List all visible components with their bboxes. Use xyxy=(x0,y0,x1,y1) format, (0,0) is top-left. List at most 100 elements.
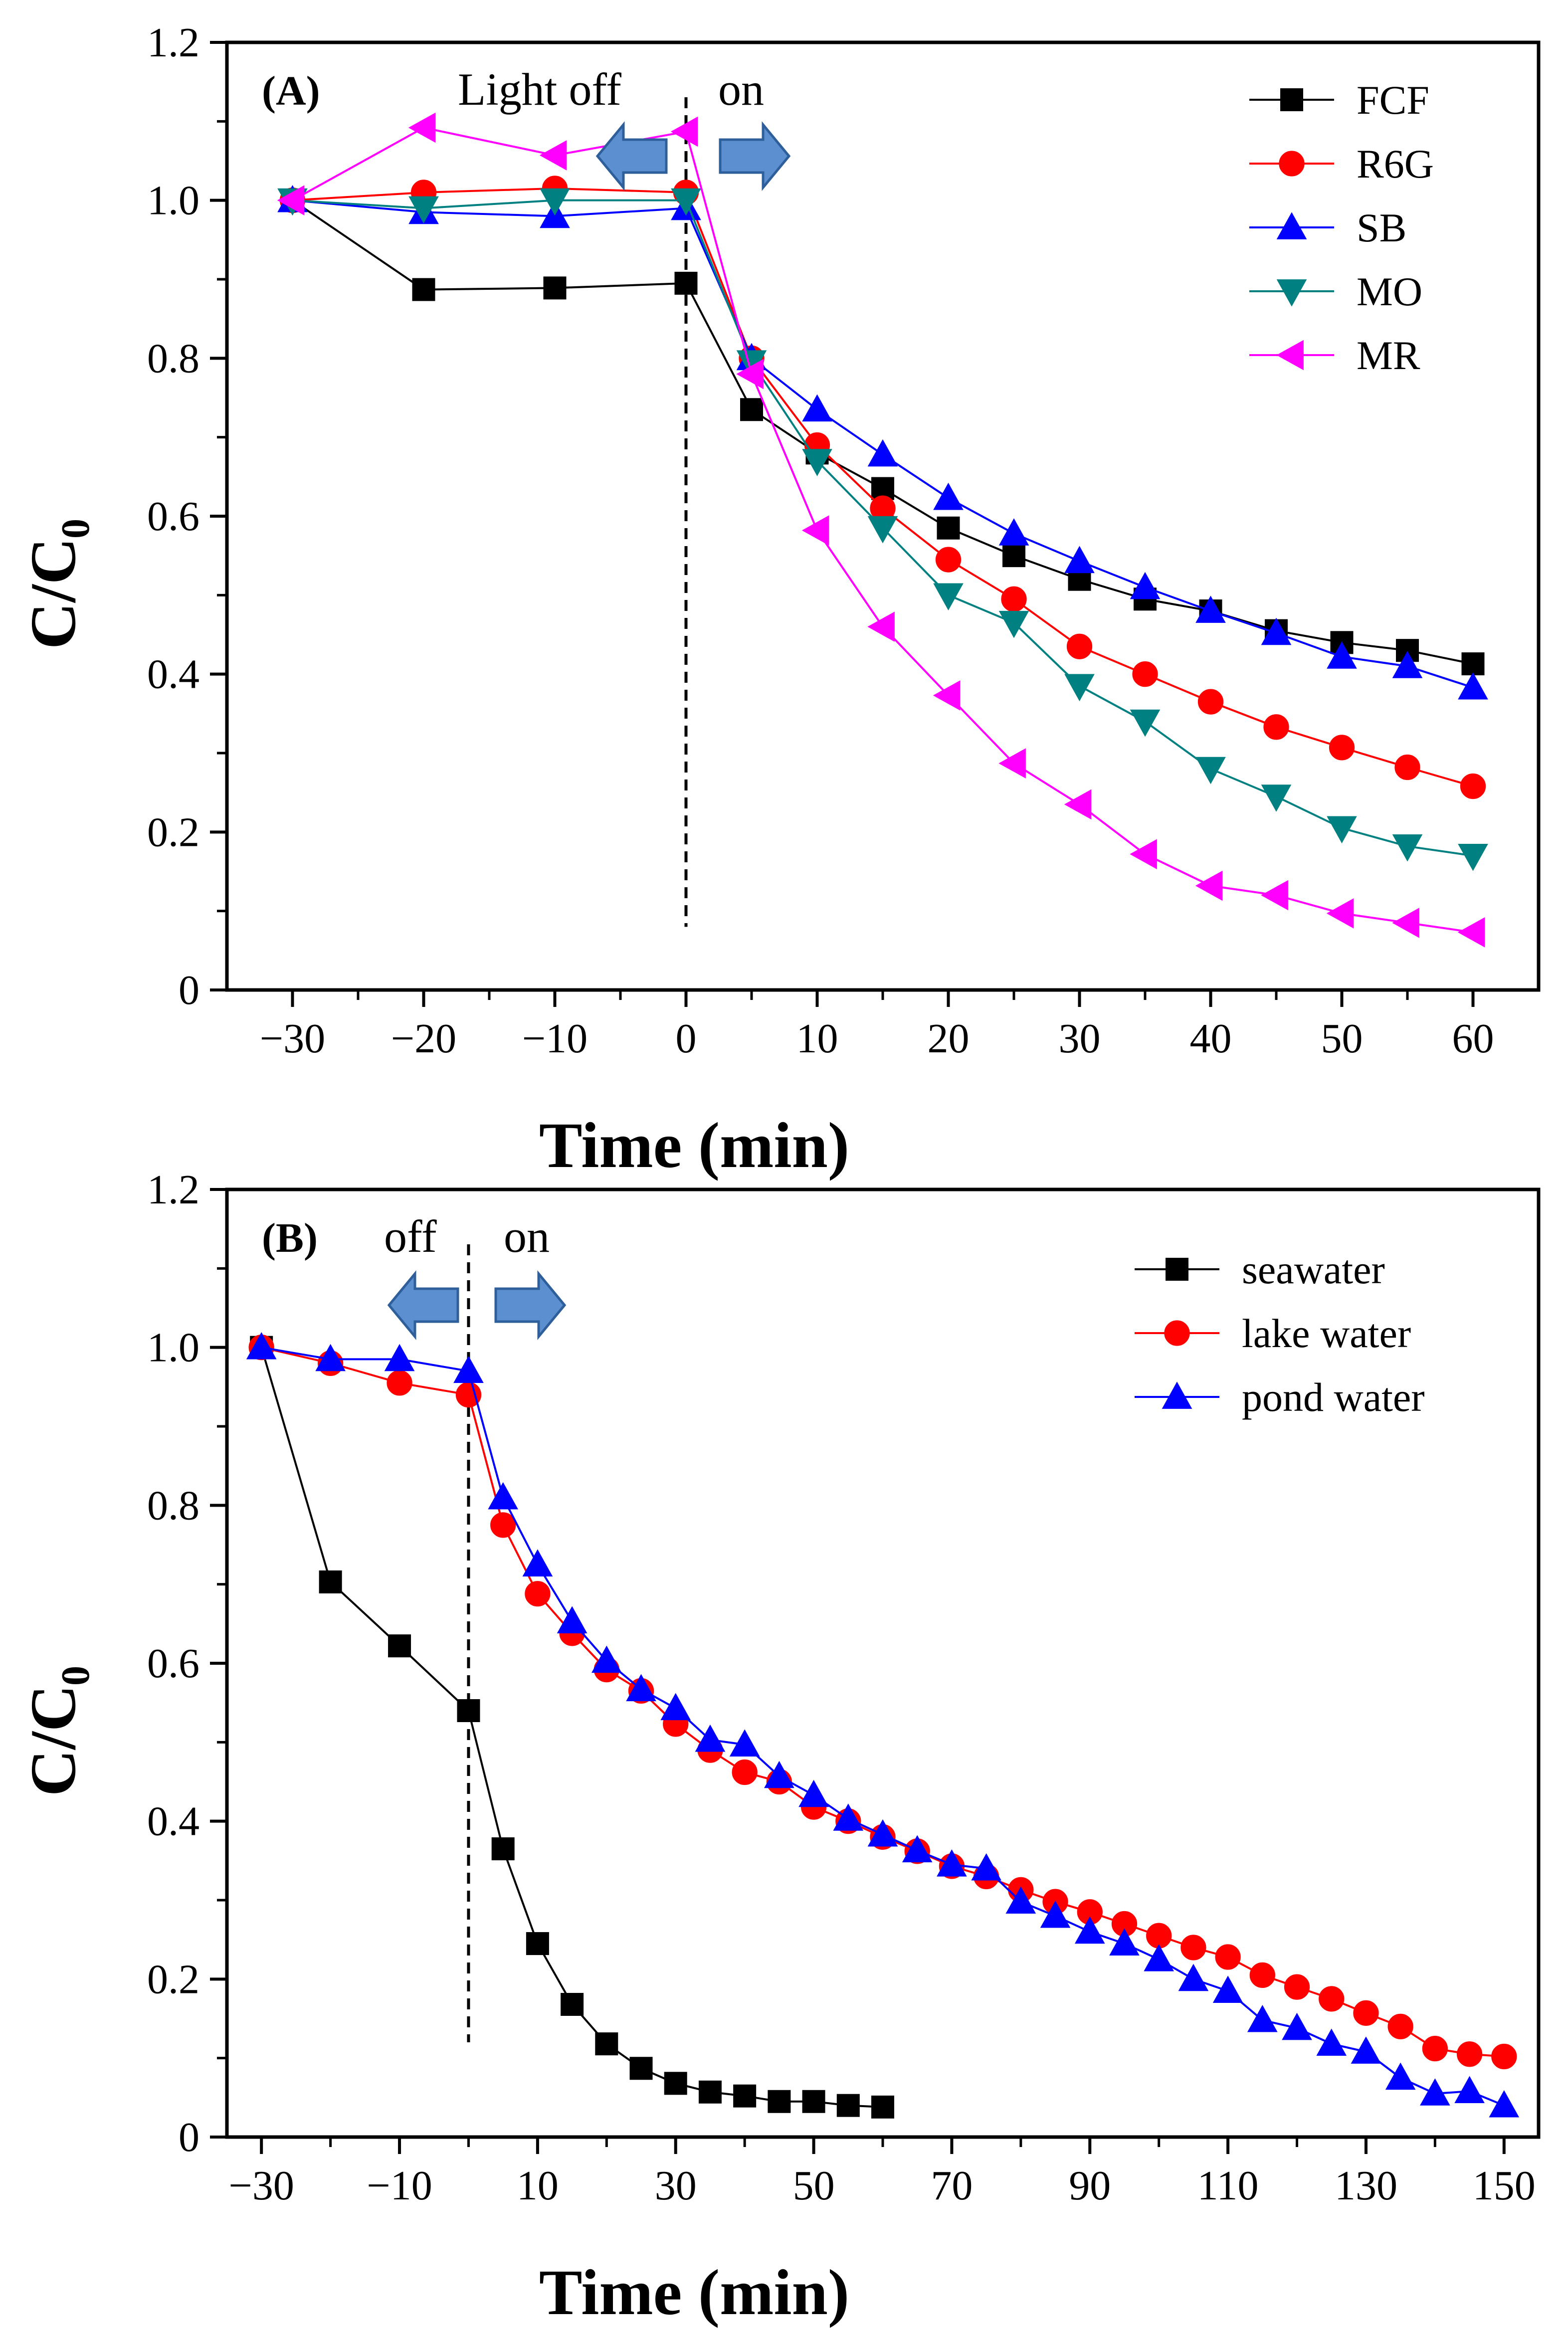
data-point xyxy=(1180,1935,1206,1960)
y-tick-label: 0.6 xyxy=(147,1640,199,1687)
x-tick-label: −30 xyxy=(229,2162,294,2209)
panel-b-legend: seawater lake water pond water xyxy=(1135,1247,1425,1420)
data-point xyxy=(695,1724,726,1752)
y-tick-label: 0.4 xyxy=(147,651,199,698)
data-point xyxy=(802,449,832,476)
data-point xyxy=(1263,714,1289,740)
legend-entry: seawater xyxy=(1135,1247,1385,1292)
x-tick-label: −20 xyxy=(391,1015,456,1062)
data-point xyxy=(937,516,960,540)
data-point xyxy=(1074,1916,1105,1944)
data-point xyxy=(935,547,962,573)
data-point xyxy=(525,1581,551,1607)
data-point xyxy=(1040,1901,1071,1928)
series-r6g xyxy=(279,176,1486,799)
data-point xyxy=(1392,908,1419,938)
data-point xyxy=(1195,595,1226,623)
data-point xyxy=(1422,2036,1448,2062)
panel-b-axes xyxy=(210,1188,1506,2154)
data-point xyxy=(768,2090,791,2113)
data-point xyxy=(732,1759,758,1785)
panel-b-label: (B) xyxy=(262,1215,318,1261)
data-point xyxy=(1130,839,1157,869)
series-line xyxy=(292,199,1473,857)
series-line xyxy=(260,1347,883,2108)
data-point xyxy=(733,2084,757,2108)
data-point xyxy=(387,1370,412,1396)
data-point xyxy=(1319,1986,1345,2012)
data-point xyxy=(836,2094,860,2117)
y-tick-label: 1.0 xyxy=(147,178,199,224)
panel-b-y-axis-title-sub: 0 xyxy=(54,1666,98,1686)
legend-label: lake water xyxy=(1242,1311,1411,1356)
panel-b-plot-frame xyxy=(225,1187,1541,2139)
panel-a-arrow-right-icon xyxy=(719,121,791,191)
y-tick-label: 0 xyxy=(179,2114,199,2160)
panel-a-legend: FCF R6G SB MO MR xyxy=(1249,77,1434,378)
panel-b-series xyxy=(246,1332,1520,2119)
data-point xyxy=(1005,1886,1036,1914)
data-point xyxy=(1454,2076,1485,2104)
panel-a-label: (A) xyxy=(262,68,320,114)
panel-a-series xyxy=(277,112,1488,948)
legend-entry: FCF xyxy=(1249,77,1429,123)
y-tick-label: 0.8 xyxy=(147,1482,199,1529)
data-point xyxy=(764,1761,794,1788)
x-tick-label: 130 xyxy=(1335,2162,1397,2209)
data-point xyxy=(1461,652,1485,676)
data-point xyxy=(1329,735,1355,761)
data-point xyxy=(736,359,764,390)
data-point xyxy=(246,1332,277,1360)
data-point xyxy=(1457,917,1485,948)
data-point xyxy=(1064,674,1095,702)
data-point xyxy=(867,439,898,467)
data-point xyxy=(902,1835,933,1863)
data-point xyxy=(1326,898,1354,929)
data-point xyxy=(998,610,1029,638)
data-point xyxy=(802,2090,825,2113)
panel-a-axes xyxy=(210,41,1475,1007)
data-point xyxy=(490,1512,516,1538)
x-tick-label: 30 xyxy=(655,2162,697,2209)
series-line xyxy=(292,199,1474,689)
panel-b: −30 −10 10 30 50 70 90 110 130 150 0 0.2 0.4 0.6 0.8 1.… xyxy=(17,1167,1541,2329)
data-point xyxy=(1178,1963,1209,1991)
data-point xyxy=(867,611,895,642)
panel-b-y-axis-title-main: C/C xyxy=(17,1685,89,1796)
panel-a-light-on-text: on xyxy=(718,64,764,115)
data-point xyxy=(740,398,763,421)
data-point xyxy=(1392,834,1423,862)
panel-a-y-axis-title: C/C 0 xyxy=(17,519,98,649)
data-point xyxy=(933,482,964,510)
data-point xyxy=(1327,641,1357,669)
y-tick-label: 1.0 xyxy=(147,1325,199,1371)
x-tick-label: 50 xyxy=(1321,1015,1363,1062)
data-point xyxy=(670,116,698,147)
data-point xyxy=(1458,843,1488,871)
data-point xyxy=(1130,709,1161,737)
data-point xyxy=(802,394,832,422)
legend-label: R6G xyxy=(1357,141,1434,187)
data-point xyxy=(561,1993,584,2016)
panel-a-x-axis-title: Time (min) xyxy=(539,1110,849,1181)
data-point xyxy=(1394,754,1420,781)
data-point xyxy=(933,680,961,711)
data-point xyxy=(629,2057,653,2080)
data-point xyxy=(1197,689,1224,715)
data-point xyxy=(626,1674,656,1702)
data-point xyxy=(408,196,439,224)
panel-a-light-off-text: Light off xyxy=(458,64,621,115)
data-point xyxy=(319,1570,342,1593)
panel-b-x-axis-title: Time (min) xyxy=(539,2257,849,2329)
legend-entry: MR xyxy=(1249,333,1420,378)
data-point xyxy=(1066,633,1093,659)
data-point xyxy=(1144,1944,1174,1971)
x-tick-label: 30 xyxy=(1059,1015,1101,1062)
x-tick-label: 40 xyxy=(1190,1015,1232,1062)
data-point xyxy=(1001,586,1027,612)
y-tick-label: 1.2 xyxy=(147,19,199,66)
y-tick-label: 0.2 xyxy=(147,1956,199,2002)
series-pond-water xyxy=(246,1332,1520,2118)
legend-marker xyxy=(1279,151,1305,177)
